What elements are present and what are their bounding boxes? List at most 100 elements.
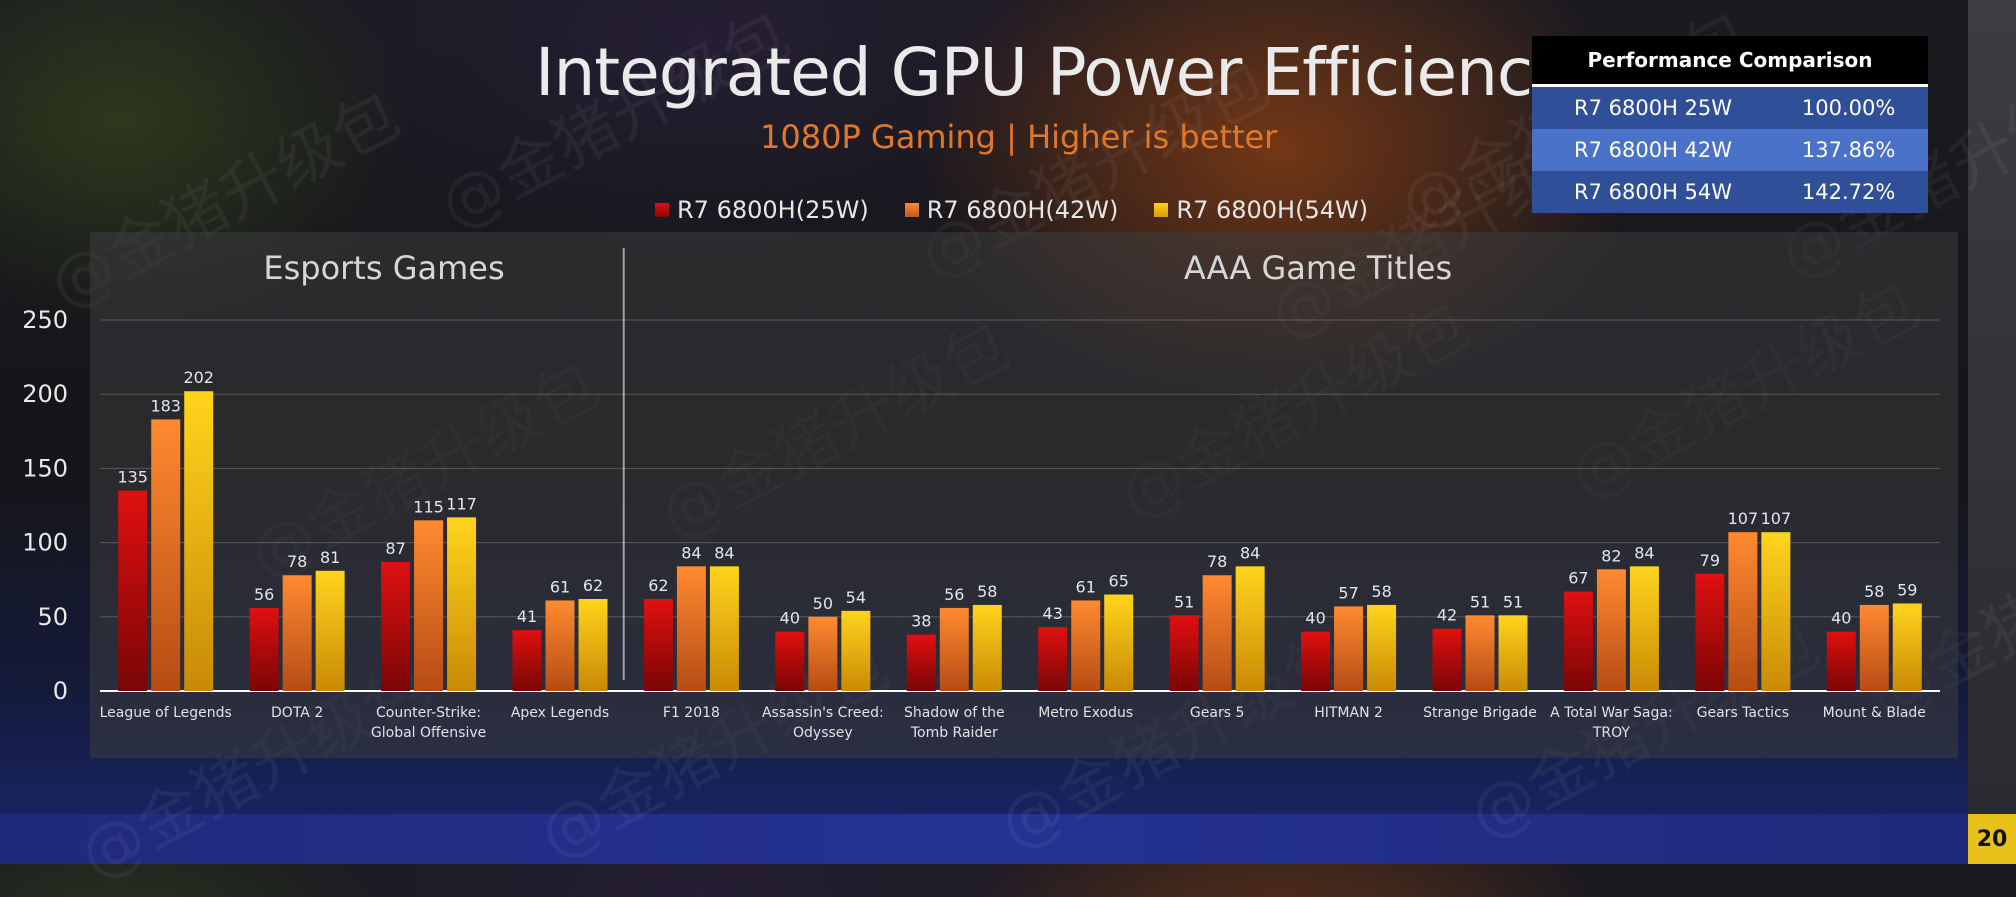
bar-25w xyxy=(906,634,936,691)
y-tick-label: 0 xyxy=(53,677,68,705)
data-label-54w: 117 xyxy=(446,494,477,513)
bar-25w xyxy=(512,630,542,691)
bar-54w xyxy=(315,570,345,691)
data-label-42w: 115 xyxy=(413,497,444,516)
bar-42w xyxy=(1465,615,1495,691)
data-label-42w: 57 xyxy=(1338,583,1358,602)
bar-42w xyxy=(1728,532,1758,691)
page-subtitle: 1080P Gaming | Higher is better xyxy=(760,118,1278,156)
bar-25w xyxy=(249,607,279,691)
data-label-54w: 81 xyxy=(320,548,340,567)
bar-54w xyxy=(972,604,1002,691)
bar-42w xyxy=(939,607,969,691)
bar-54w xyxy=(1761,532,1791,691)
data-label-54w: 58 xyxy=(1371,582,1391,601)
bar-54w xyxy=(1104,594,1134,691)
bar-54w xyxy=(447,517,477,691)
bar-54w xyxy=(578,598,608,691)
data-label-54w: 84 xyxy=(714,543,734,562)
table-cell-value: 142.72% xyxy=(1801,171,1928,213)
data-label-25w: 38 xyxy=(911,612,931,631)
bar-42w xyxy=(1334,606,1364,691)
bar-42w xyxy=(1859,604,1889,691)
chart-legend: R7 6800H(25W) R7 6800H(42W) R7 6800H(54W… xyxy=(655,196,1368,224)
bottom-band xyxy=(0,814,1968,864)
data-label-42w: 51 xyxy=(1470,592,1490,611)
data-label-42w: 56 xyxy=(944,585,964,604)
table-cell-value: 100.00% xyxy=(1801,85,1928,129)
bar-42w xyxy=(676,566,706,691)
x-tick-label: Tomb Raider xyxy=(910,725,998,741)
legend-label-54w: R7 6800H(54W) xyxy=(1176,196,1369,224)
bar-25w xyxy=(1169,615,1199,691)
table-row: R7 6800H 25W 100.00% xyxy=(1532,85,1928,129)
table-cell-value: 137.86% xyxy=(1801,129,1928,171)
section-label-aaa: AAA Game Titles xyxy=(1184,249,1452,287)
data-label-42w: 78 xyxy=(287,552,307,571)
x-tick-label: Shadow of the xyxy=(904,705,1005,721)
data-label-42w: 84 xyxy=(681,543,701,562)
data-label-54w: 62 xyxy=(583,576,603,595)
bar-54w xyxy=(1892,603,1922,691)
right-strip xyxy=(1968,0,2016,814)
x-tick-label: Counter-Strike: xyxy=(376,705,481,721)
bar-42w xyxy=(1596,569,1626,691)
data-label-42w: 61 xyxy=(1076,577,1096,596)
x-tick-label: A Total War Saga: xyxy=(1550,705,1673,721)
x-tick-label: Apex Legends xyxy=(511,705,609,721)
data-label-42w: 61 xyxy=(550,577,570,596)
data-label-54w: 202 xyxy=(183,368,214,387)
data-label-25w: 79 xyxy=(1700,551,1720,570)
bar-25w xyxy=(1432,628,1462,691)
bar-25w xyxy=(775,631,805,691)
performance-comparison-table: Performance Comparison R7 6800H 25W 100.… xyxy=(1532,36,1928,213)
legend-swatch-42w xyxy=(904,203,919,217)
bar-25w xyxy=(643,598,673,691)
data-label-54w: 54 xyxy=(846,588,866,607)
y-tick-label: 200 xyxy=(22,380,68,408)
bar-25w xyxy=(1301,631,1331,691)
data-label-25w: 62 xyxy=(648,576,668,595)
data-label-25w: 40 xyxy=(1305,609,1325,628)
x-tick-label: League of Legends xyxy=(100,705,232,721)
bar-42w xyxy=(545,600,575,691)
data-label-42w: 82 xyxy=(1601,546,1621,565)
x-tick-label: Global Offensive xyxy=(371,725,486,741)
x-tick-label: Strange Brigade xyxy=(1423,705,1537,721)
table-row: R7 6800H 42W 137.86% xyxy=(1532,129,1928,171)
data-label-42w: 107 xyxy=(1728,509,1759,528)
data-label-25w: 42 xyxy=(1437,606,1457,625)
data-label-54w: 84 xyxy=(1634,543,1654,562)
data-label-25w: 56 xyxy=(254,585,274,604)
x-tick-label: Gears 5 xyxy=(1190,705,1244,721)
x-tick-label: Odyssey xyxy=(793,725,853,741)
bar-42w xyxy=(808,616,838,691)
legend-label-25w: R7 6800H(25W) xyxy=(677,196,869,224)
bar-42w xyxy=(414,520,444,691)
x-tick-label: Metro Exodus xyxy=(1038,705,1133,721)
data-label-54w: 107 xyxy=(1761,509,1792,528)
bar-54w xyxy=(184,391,214,691)
bar-25w xyxy=(1826,631,1856,691)
x-tick-label: Assassin's Creed: xyxy=(762,705,884,721)
x-tick-label: TROY xyxy=(1592,725,1631,741)
legend-swatch-54w xyxy=(1154,203,1169,217)
bar-54w xyxy=(841,610,871,691)
data-label-54w: 58 xyxy=(977,582,997,601)
bar-54w xyxy=(1629,566,1659,691)
legend-item-54w: R7 6800H(54W) xyxy=(1154,196,1368,224)
data-label-25w: 40 xyxy=(780,609,800,628)
bar-54w xyxy=(1498,615,1528,691)
data-label-42w: 58 xyxy=(1864,582,1884,601)
data-label-54w: 65 xyxy=(1109,572,1129,591)
data-label-42w: 78 xyxy=(1207,552,1227,571)
legend-swatch-25w xyxy=(655,203,669,217)
bar-25w xyxy=(118,490,148,691)
performance-comparison-header: Performance Comparison xyxy=(1532,36,1928,87)
legend-label-42w: R7 6800H(42W) xyxy=(926,196,1119,224)
bar-chart: 0 50 100 150 200 250 Esports Games AAA Game Tit… xyxy=(22,249,1926,741)
y-tick-label: 150 xyxy=(22,454,68,482)
y-tick-label: 100 xyxy=(22,529,68,557)
data-label-42w: 50 xyxy=(813,594,833,613)
data-label-54w: 84 xyxy=(1240,543,1260,562)
